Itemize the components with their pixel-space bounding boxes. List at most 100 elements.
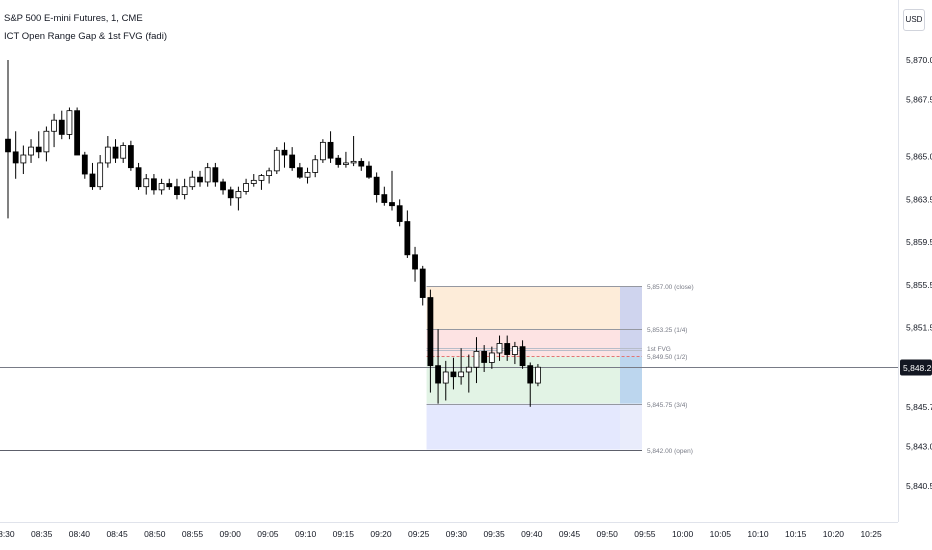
candle <box>427 289 434 393</box>
time-tick-label: 09:25 <box>408 529 430 539</box>
candle <box>43 126 50 162</box>
time-tick-label: 08:35 <box>31 529 53 539</box>
time-axis: 08:30 08:35 08:40 08:45 08:50 08:55 09:00 09:05… <box>0 522 898 539</box>
candle-body <box>473 350 480 368</box>
price-tick-label: 5,859.50 <box>906 237 932 247</box>
candle <box>327 131 334 163</box>
candle <box>20 145 27 175</box>
time-tick-label: 10:00 <box>672 529 694 539</box>
candle <box>250 174 257 187</box>
candle <box>81 151 88 179</box>
current-price-badge <box>900 359 932 376</box>
candle-body <box>20 154 27 164</box>
candle <box>166 178 173 190</box>
candle <box>97 155 104 190</box>
range-levels: 5,857.00 (close)5,853.25 (1/4)1st FVG5,8… <box>0 284 898 455</box>
candle-body <box>258 175 265 181</box>
candle-body <box>266 170 273 177</box>
level-label: 5,842.00 (open) <box>647 448 693 455</box>
level-label: 5,853.25 (1/4) <box>647 327 687 334</box>
time-tick-label: 08:55 <box>182 529 204 539</box>
candle-body <box>135 167 142 188</box>
candle-body <box>181 186 188 196</box>
time-tick-label: 09:35 <box>483 529 505 539</box>
time-tick-label: 08:50 <box>144 529 166 539</box>
level-label: 5,845.75 (3/4) <box>647 402 687 409</box>
candle-body <box>5 138 11 153</box>
candle <box>312 155 319 178</box>
candle <box>366 161 372 179</box>
time-tick-label: 09:50 <box>597 529 619 539</box>
candle <box>112 139 119 163</box>
time-tick-label: 09:20 <box>370 529 392 539</box>
price-tick-label: 5,840.50 <box>906 481 932 491</box>
currency-button[interactable]: USD <box>903 9 925 31</box>
indicator-title[interactable]: ICT Open Range Gap & 1st FVG (fadi) <box>4 31 167 42</box>
candle-body <box>289 154 296 169</box>
level-label: 5,857.00 (close) <box>647 284 694 291</box>
time-tick-label: 09:30 <box>446 529 468 539</box>
level-label: 1st FVG <box>647 346 671 353</box>
current-price-label: 5,848.25 <box>903 363 932 373</box>
time-tick-label: 09:10 <box>295 529 317 539</box>
candle <box>404 210 411 258</box>
candle-body <box>488 352 495 363</box>
price-tick-label: 5,865.00 <box>906 152 932 162</box>
zone-close-to-quarter <box>426 286 620 330</box>
price-tick-label: 5,843.00 <box>906 441 932 451</box>
candle <box>319 139 326 163</box>
candle-body <box>358 160 365 167</box>
candle <box>51 113 57 148</box>
candle-body <box>74 110 81 156</box>
candle-body <box>66 110 73 135</box>
candle-body <box>151 178 157 191</box>
candle-body <box>174 186 180 196</box>
candle-body <box>89 173 96 188</box>
candle-body <box>220 181 226 191</box>
candle <box>189 170 196 190</box>
candle-body <box>81 154 88 175</box>
candle-body <box>104 146 111 164</box>
candle <box>220 178 226 195</box>
candle-body <box>158 183 165 191</box>
candle-body <box>412 254 418 270</box>
candle <box>227 186 234 206</box>
time-tick-label: 10:05 <box>710 529 732 539</box>
time-tick-label: 10:10 <box>747 529 769 539</box>
candle-body <box>496 343 503 354</box>
candle <box>281 142 288 168</box>
candle-body <box>227 189 234 199</box>
candle <box>235 186 242 211</box>
price-tick-label: 5,870.00 <box>906 55 932 65</box>
candle <box>343 151 349 168</box>
candle <box>373 172 380 203</box>
time-tick-label: 08:30 <box>0 529 15 539</box>
candle-body <box>343 162 349 165</box>
candle <box>120 142 127 163</box>
zone-extension-lower <box>620 403 642 450</box>
price-axis: 5,870.00 5,867.50 5,865.00 5,863.50 5,859.50… <box>898 0 932 522</box>
chart-title: S&P 500 E-mini Futures, 1, CME <box>4 13 143 24</box>
candle-body <box>458 371 465 378</box>
candle-body <box>112 146 119 159</box>
candle <box>273 147 280 175</box>
candle <box>197 170 203 187</box>
candle-body <box>166 183 173 188</box>
range-zones <box>426 286 642 450</box>
candle <box>358 158 365 171</box>
candle <box>419 265 426 306</box>
zone-threequarter-to-open <box>426 403 620 450</box>
candle <box>450 357 457 390</box>
candle-body <box>366 165 372 178</box>
candle-body <box>281 149 288 156</box>
candle-body <box>435 365 441 384</box>
candle-body <box>350 160 357 164</box>
candle-body <box>273 149 280 172</box>
candle-body <box>304 172 311 178</box>
candle <box>488 346 495 369</box>
candle-body <box>504 343 511 355</box>
price-tick-label: 5,867.50 <box>906 95 932 105</box>
level-label: 5,849.50 (1/2) <box>647 354 687 361</box>
time-tick-label: 08:45 <box>106 529 128 539</box>
